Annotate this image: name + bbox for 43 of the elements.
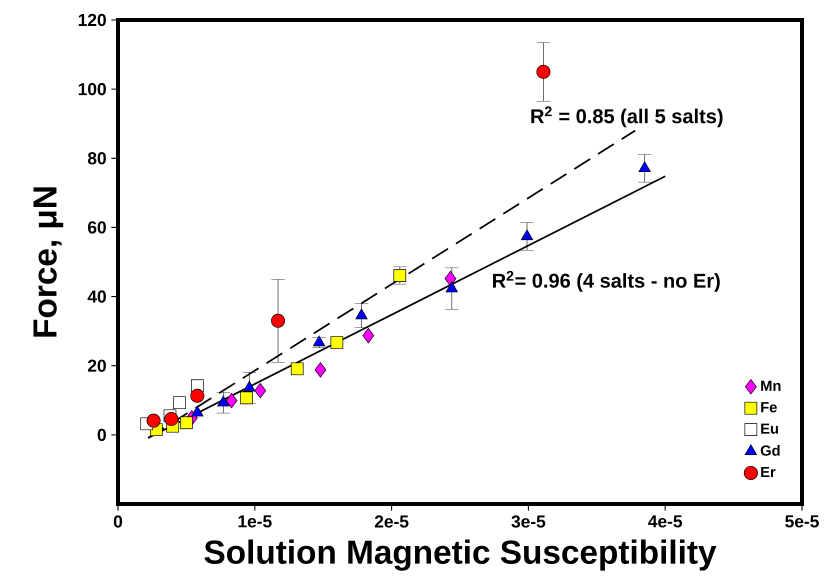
x-tick-label: 3e-5 bbox=[511, 515, 546, 528]
point bbox=[444, 270, 456, 286]
point bbox=[180, 416, 193, 430]
point bbox=[393, 269, 406, 282]
y-tick-label: 100 bbox=[78, 83, 106, 96]
point bbox=[520, 229, 534, 240]
x-tick-label: 2e-5 bbox=[374, 515, 408, 528]
y-tick-label: 60 bbox=[88, 221, 106, 234]
point bbox=[271, 314, 286, 328]
legend-label: Eu bbox=[761, 424, 778, 434]
x-tick-label: 0 bbox=[114, 515, 122, 528]
point bbox=[355, 308, 368, 320]
annotation: R$^{2}$ = 0.85 (all 5 salts) bbox=[531, 106, 723, 128]
y-tick-label: 40 bbox=[88, 290, 106, 303]
legend-label: Mn bbox=[761, 380, 780, 391]
point bbox=[362, 328, 374, 344]
legend-label: Gd bbox=[760, 444, 780, 456]
point bbox=[638, 161, 651, 172]
point bbox=[240, 392, 253, 404]
y-tick-label: 20 bbox=[88, 360, 106, 372]
point bbox=[254, 382, 266, 398]
point bbox=[243, 380, 256, 392]
y-tick-label: 80 bbox=[88, 152, 106, 164]
point bbox=[226, 392, 238, 408]
y-tick-label: 0 bbox=[98, 428, 106, 441]
point bbox=[146, 414, 161, 428]
point bbox=[314, 362, 326, 378]
legend-label: Er bbox=[761, 466, 776, 478]
x-tick-label: 1e-5 bbox=[238, 515, 272, 528]
x-tick-label: 4e-5 bbox=[648, 515, 682, 528]
point bbox=[190, 388, 204, 403]
legend-label: Fe bbox=[761, 402, 777, 412]
point bbox=[446, 282, 458, 292]
point bbox=[164, 412, 178, 426]
y-tick-label: 120 bbox=[78, 14, 106, 26]
annotation: R$^{2}$= 0.96 (4 salts - no Er) bbox=[493, 270, 720, 292]
point bbox=[173, 396, 186, 410]
x-tick-label: 5e-5 bbox=[785, 515, 819, 528]
point bbox=[290, 362, 304, 376]
point bbox=[330, 336, 344, 349]
point bbox=[536, 64, 550, 79]
x-axis-title: Solution Magnetic Susceptibility bbox=[204, 540, 716, 571]
y-axis-title: Force, μN bbox=[34, 187, 64, 337]
